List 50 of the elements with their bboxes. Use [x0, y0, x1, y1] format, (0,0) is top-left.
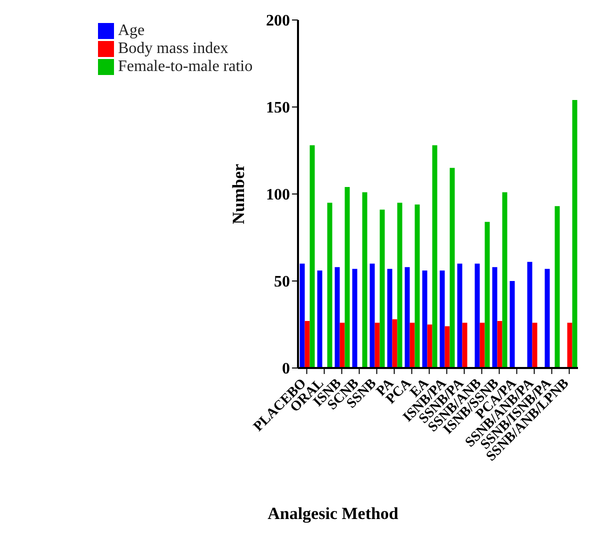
bar: [462, 322, 468, 368]
x-axis-title: Analgesic Method: [266, 504, 400, 524]
bar: [422, 270, 428, 368]
bar: [427, 324, 432, 368]
bar: [404, 267, 410, 368]
bar: [340, 322, 345, 368]
y-tick-label: 200: [266, 12, 290, 30]
bar: [502, 192, 508, 368]
bar: [474, 264, 480, 368]
bar: [544, 268, 550, 368]
legend-label: Age: [118, 22, 145, 39]
bar: [304, 321, 310, 368]
bar: [457, 264, 462, 368]
bar: [300, 264, 305, 368]
bar: [497, 321, 502, 368]
bar: [532, 322, 538, 368]
bar: [527, 262, 532, 368]
bar: [444, 326, 450, 368]
bar: [554, 206, 560, 368]
bar: [414, 204, 420, 368]
y-tick-label: 0: [282, 360, 290, 378]
bar: [572, 100, 578, 368]
bar: [510, 281, 515, 368]
bar: [410, 322, 415, 368]
bar: [370, 264, 375, 368]
bar: [484, 222, 490, 368]
bar: [310, 145, 315, 368]
bar: [397, 202, 402, 368]
bar: [480, 322, 485, 368]
bar: [567, 322, 572, 368]
y-tick-label: 100: [266, 186, 290, 204]
bar: [352, 268, 358, 368]
y-tick-label: 50: [274, 274, 290, 291]
bar: [344, 187, 350, 368]
bar: [392, 319, 398, 368]
bar: [492, 267, 498, 368]
bar: [362, 192, 368, 368]
bar: [374, 322, 380, 368]
y-axis-title: Number: [229, 163, 248, 224]
bar: [387, 268, 392, 368]
bar: [380, 210, 385, 368]
bar: [334, 267, 340, 368]
y-tick-label: 150: [266, 100, 290, 117]
bar: [432, 145, 438, 368]
legend-label: Female-to-male ratio: [118, 58, 253, 75]
legend-label: Body mass index: [118, 40, 228, 57]
bar: [327, 202, 332, 368]
bar: [450, 168, 455, 368]
bar: [317, 270, 322, 368]
bar: [440, 270, 445, 368]
